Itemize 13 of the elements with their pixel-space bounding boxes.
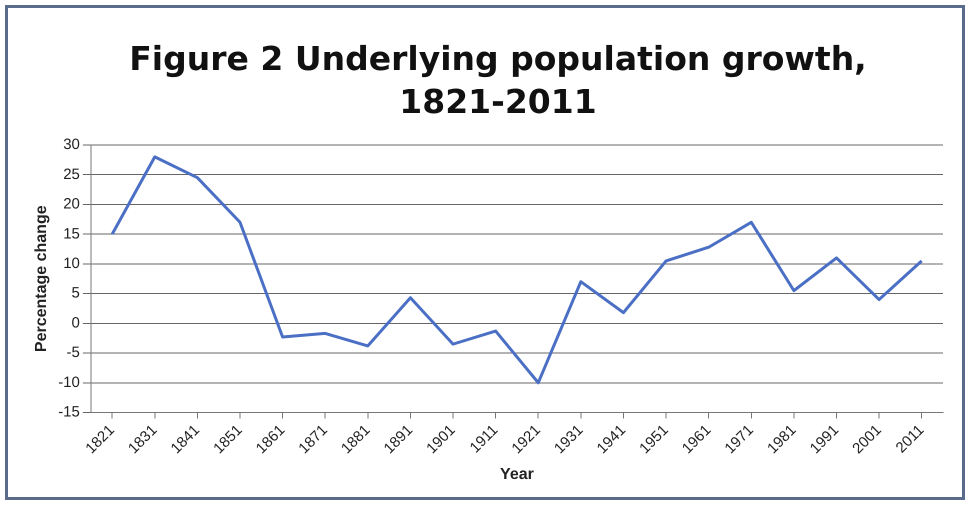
chart-title: Figure 2 Underlying population growth, 1821-2011 (128, 38, 868, 123)
y-tick-label: 10 (63, 255, 80, 272)
y-tick-label: 25 (63, 166, 80, 183)
y-tick-label: 5 (72, 284, 80, 302)
y-tick-label: 30 (63, 136, 80, 154)
y-tick-label: -5 (66, 344, 80, 362)
y-tick-label: 20 (63, 196, 80, 213)
y-axis-title: Percentage change (33, 205, 50, 352)
y-tick-label: 15 (63, 225, 80, 242)
y-tick-label: -10 (58, 374, 80, 391)
x-axis-title: Year (500, 466, 534, 483)
y-tick-label: 0 (72, 314, 80, 332)
y-tick-label: -15 (58, 404, 80, 421)
